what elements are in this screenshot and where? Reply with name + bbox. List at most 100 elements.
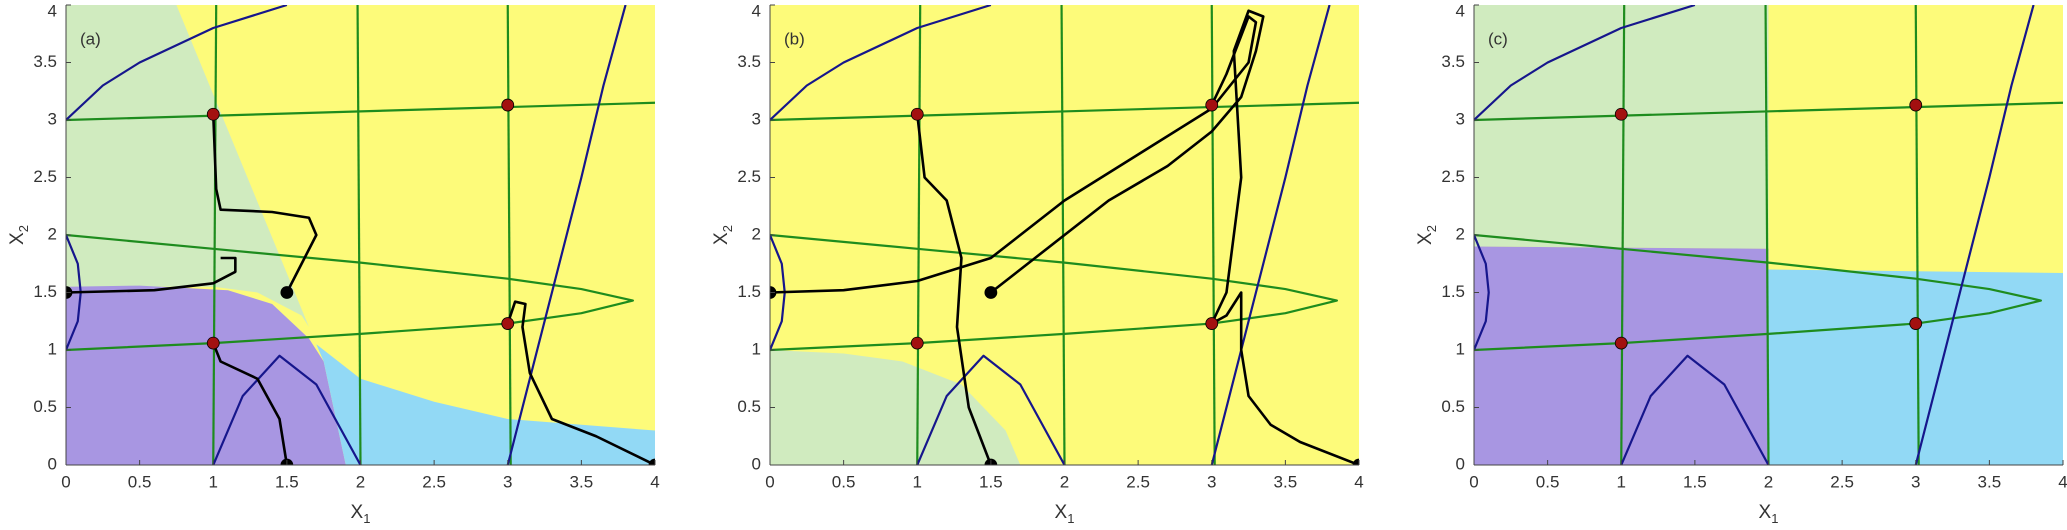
x-tick-label: 1 <box>209 472 218 491</box>
plot-area <box>66 5 655 465</box>
start-point <box>648 458 655 465</box>
x-axis-label-sub: 1 <box>363 511 370 526</box>
y-tick-label: 2 <box>1456 224 1465 243</box>
x-tick-label: 4 <box>650 472 659 491</box>
fixed-point <box>1205 98 1219 112</box>
nullcline <box>1620 5 1626 465</box>
y-tick-label: 2.5 <box>33 167 57 186</box>
x-tick-label: 2.5 <box>1126 472 1150 491</box>
x-axis-label-main: X <box>1759 502 1772 523</box>
x-tick-label: 2 <box>1060 472 1069 491</box>
x-tick-label: 2 <box>356 472 365 491</box>
region <box>1768 269 2063 465</box>
fixed-point <box>1614 107 1628 121</box>
fixed-point <box>910 107 924 121</box>
nullcline <box>770 233 1339 352</box>
panel-label: (c) <box>1488 29 1508 48</box>
y-tick-label: 0.5 <box>1441 397 1465 416</box>
x-tick-label: 3 <box>503 472 512 491</box>
y-tick-label: 4 <box>48 1 57 20</box>
trajectory <box>66 256 237 294</box>
x-tick-label: 2.5 <box>422 472 446 491</box>
nullcline <box>1474 5 1696 121</box>
nullcline <box>66 5 288 121</box>
x-axis-label: X1 <box>351 502 371 526</box>
fixed-point <box>501 98 515 112</box>
y-tick-label: 3.5 <box>1441 52 1465 71</box>
y-axis-label-sub: 2 <box>1424 225 1439 232</box>
nullcline <box>1620 354 1770 465</box>
x-tick-label: 0 <box>765 472 774 491</box>
y-axis-label-sub: 2 <box>16 225 31 232</box>
start-point <box>1352 458 1359 465</box>
x-tick-label: 1.5 <box>275 472 299 491</box>
x-tick-label: 3 <box>1207 472 1216 491</box>
panel: 0 0.5 1 1.5 2 2.5 3 3.5 400.511.522.533.54(c)X1X… <box>1415 1 2067 526</box>
start-point <box>984 286 998 299</box>
trajectory <box>211 114 318 294</box>
y-tick-label: 0.5 <box>33 397 57 416</box>
x-tick-label: 0 <box>61 472 70 491</box>
nullcline <box>506 5 512 465</box>
trajectory <box>1211 291 1359 465</box>
fixed-point <box>1909 317 1923 330</box>
x-tick-label: 4 <box>2058 472 2067 491</box>
x-tick-label: 1.5 <box>1683 472 1707 491</box>
region <box>770 350 1021 465</box>
y-tick-label: 1 <box>48 339 57 358</box>
y-tick-label: 3.5 <box>33 52 57 71</box>
trajectory <box>212 342 289 465</box>
y-tick-label: 2.5 <box>737 167 761 186</box>
y-tick-label: 3 <box>752 109 761 128</box>
y-tick-label: 1.5 <box>1441 282 1465 301</box>
y-tick-label: 0 <box>1456 454 1465 473</box>
fixed-point <box>206 336 220 350</box>
x-tick-label: 0 <box>1469 472 1478 491</box>
x-tick-label: 0.5 <box>832 472 856 491</box>
y-axis-label: X2 <box>711 225 735 245</box>
nullcline <box>1210 5 1331 465</box>
y-axis-label-main: X <box>1415 232 1436 245</box>
y-tick-label: 2 <box>48 224 57 243</box>
x-axis-label: X1 <box>1759 502 1779 526</box>
y-axis-label: X2 <box>1415 225 1439 245</box>
x-tick-label: 1 <box>913 472 922 491</box>
x-axis-label: X1 <box>1055 502 1075 526</box>
x-tick-label: 2.5 <box>1830 472 1854 491</box>
x-tick-label: 4 <box>1354 472 1363 491</box>
nullcline <box>1210 5 1216 465</box>
y-tick-label: 0 <box>752 454 761 473</box>
x-axis-label-main: X <box>1055 502 1068 523</box>
fixed-point <box>501 317 515 330</box>
y-tick-label: 4 <box>1456 1 1465 20</box>
x-axis-label-sub: 1 <box>1067 511 1074 526</box>
x-tick-label: 0.5 <box>128 472 152 491</box>
panel-label: (b) <box>784 29 805 48</box>
trajectory <box>915 114 993 465</box>
fixed-point <box>1205 317 1219 330</box>
nullcline <box>916 5 922 465</box>
y-tick-label: 3.5 <box>737 52 761 71</box>
y-tick-label: 1 <box>752 339 761 358</box>
nullcline <box>506 5 627 465</box>
plot-area <box>770 5 1359 465</box>
y-tick-label: 1.5 <box>737 282 761 301</box>
y-tick-label: 3 <box>1456 109 1465 128</box>
x-tick-label: 1 <box>1617 472 1626 491</box>
y-tick-label: 0.5 <box>737 397 761 416</box>
trajectory <box>770 15 1258 294</box>
nullcline <box>1764 5 1770 465</box>
region <box>66 285 346 465</box>
fixed-point <box>1614 336 1628 350</box>
x-tick-label: 3.5 <box>1274 472 1298 491</box>
x-tick-label: 3 <box>1911 472 1920 491</box>
panel: 0 0.5 1 1.5 2 2.5 3 3.5 400.511.522.533.54(b)X1X… <box>711 1 1364 526</box>
trajectory <box>506 300 655 465</box>
nullcline <box>1914 5 1920 465</box>
nullcline <box>770 5 992 121</box>
y-axis-label-main: X <box>711 232 732 245</box>
fixed-point <box>1909 98 1923 112</box>
fixed-point <box>910 336 924 350</box>
nullcline <box>1474 101 2063 122</box>
